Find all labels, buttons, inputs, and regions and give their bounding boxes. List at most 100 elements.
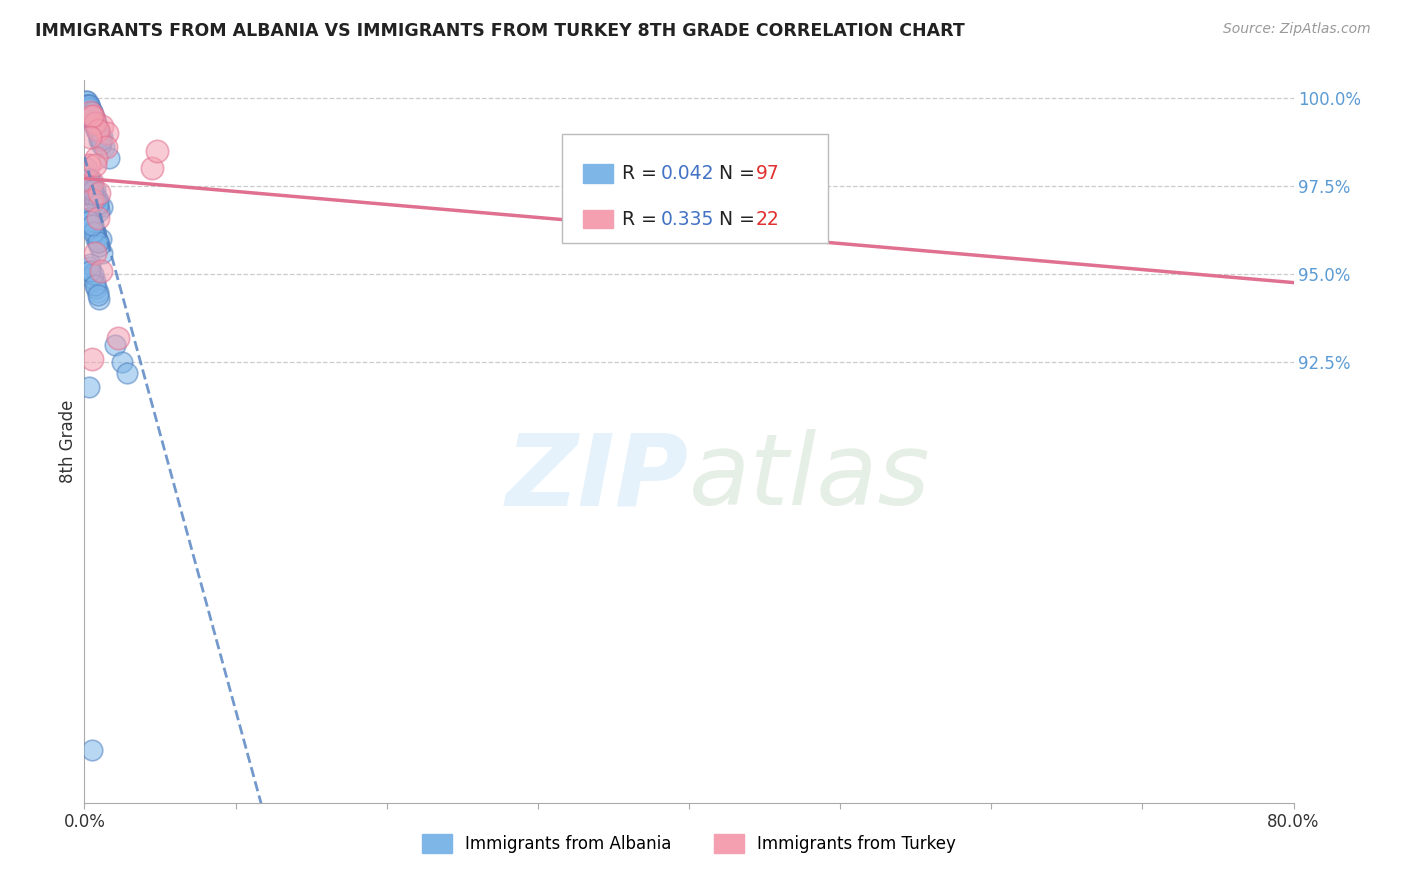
Point: [76, 95, 98, 109]
Point: [107, 330, 129, 344]
Point: [84, 182, 107, 196]
Point: [89, 129, 111, 144]
Point: [87, 200, 110, 214]
Point: [87, 288, 110, 302]
Point: [82, 267, 104, 281]
Point: [79, 109, 101, 123]
Point: [82, 225, 104, 239]
Point: [79, 211, 101, 225]
Point: [84, 274, 107, 288]
Point: [77, 172, 100, 186]
Point: [84, 225, 107, 239]
Point: [82, 182, 104, 196]
Point: [89, 186, 111, 200]
Point: [93, 140, 115, 154]
Text: R =: R =: [623, 164, 664, 183]
Point: [87, 285, 110, 299]
Y-axis label: 8th Grade: 8th Grade: [59, 400, 77, 483]
Point: [79, 129, 101, 144]
Point: [79, 214, 101, 228]
Point: [84, 115, 107, 129]
Point: [75, 95, 97, 109]
Point: [86, 232, 108, 246]
Point: [82, 218, 104, 232]
Point: [79, 172, 101, 186]
Point: [80, 743, 103, 757]
Point: [82, 115, 104, 129]
Point: [82, 189, 104, 203]
Point: [82, 112, 104, 126]
Point: [80, 351, 103, 366]
Point: [90, 232, 112, 246]
Point: [77, 260, 100, 274]
Point: [84, 115, 107, 129]
Text: atlas: atlas: [689, 429, 931, 526]
Point: [77, 207, 100, 221]
Text: IMMIGRANTS FROM ALBANIA VS IMMIGRANTS FROM TURKEY 8TH GRADE CORRELATION CHART: IMMIGRANTS FROM ALBANIA VS IMMIGRANTS FR…: [35, 22, 965, 40]
Point: [80, 176, 103, 190]
Point: [84, 193, 107, 207]
Point: [80, 270, 103, 285]
Point: [77, 172, 100, 186]
Bar: [582, 164, 613, 183]
Point: [76, 98, 98, 112]
Text: 0.335: 0.335: [661, 210, 714, 228]
Point: [84, 115, 107, 129]
Point: [97, 151, 120, 165]
Point: [80, 221, 103, 235]
Text: N =: N =: [707, 164, 761, 183]
Text: R =: R =: [623, 210, 664, 228]
Point: [84, 158, 107, 172]
Point: [76, 98, 98, 112]
Point: [79, 102, 101, 116]
Point: [79, 211, 101, 225]
Point: [80, 109, 103, 123]
Point: [86, 119, 108, 133]
Point: [111, 355, 134, 369]
Point: [96, 126, 118, 140]
Point: [86, 151, 108, 165]
Point: [80, 221, 103, 235]
Point: [89, 133, 111, 147]
Point: [84, 193, 107, 207]
Point: [79, 109, 101, 123]
Point: [86, 119, 108, 133]
Point: [90, 136, 112, 151]
Point: [91, 129, 114, 144]
Point: [84, 112, 107, 126]
Bar: [582, 210, 613, 228]
Point: [87, 235, 110, 250]
Point: [87, 193, 110, 207]
Point: [80, 179, 103, 194]
Point: [87, 235, 110, 250]
Point: [77, 98, 100, 112]
Point: [80, 109, 103, 123]
Point: [80, 105, 103, 120]
Point: [79, 105, 101, 120]
Point: [77, 102, 100, 116]
Point: [80, 105, 103, 120]
Point: [80, 218, 103, 232]
Point: [80, 193, 103, 207]
Point: [86, 122, 108, 136]
Point: [89, 292, 111, 306]
Point: [90, 133, 112, 147]
Point: [79, 256, 101, 270]
Legend: Immigrants from Albania, Immigrants from Turkey: Immigrants from Albania, Immigrants from…: [416, 827, 962, 860]
Point: [146, 144, 169, 158]
Point: [80, 186, 103, 200]
Point: [84, 246, 107, 260]
Point: [91, 200, 114, 214]
Point: [84, 277, 107, 292]
Point: [76, 207, 98, 221]
Point: [79, 176, 101, 190]
Point: [80, 182, 103, 196]
Point: [77, 102, 100, 116]
Point: [90, 263, 112, 277]
Point: [84, 119, 107, 133]
Point: [77, 98, 100, 112]
FancyBboxPatch shape: [562, 135, 828, 243]
Text: ZIP: ZIP: [506, 429, 689, 526]
Point: [79, 214, 101, 228]
Point: [82, 109, 104, 123]
